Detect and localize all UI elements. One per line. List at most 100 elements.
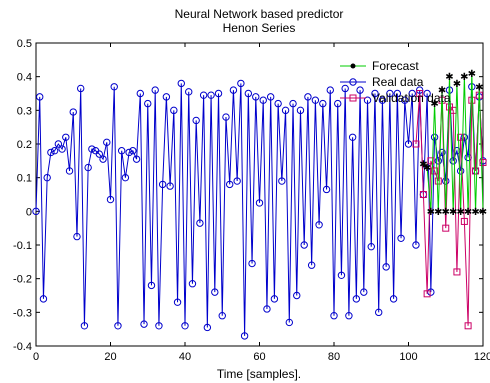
data-point xyxy=(389,295,398,303)
data-point xyxy=(266,93,275,101)
data-point xyxy=(207,91,215,99)
data-point xyxy=(457,133,465,141)
legend-label: Real data xyxy=(372,75,424,89)
data-point xyxy=(203,323,212,332)
data-point xyxy=(382,263,390,271)
data-point xyxy=(248,259,256,268)
data-point xyxy=(371,89,379,98)
data-point xyxy=(144,99,152,108)
data-point xyxy=(468,96,476,104)
data-point xyxy=(460,133,469,141)
data-point xyxy=(110,83,118,91)
data-point xyxy=(170,106,178,115)
data-point xyxy=(77,84,85,93)
y-tick-label: 0.1 xyxy=(17,173,32,185)
data-point: ✱ xyxy=(453,79,461,90)
data-point xyxy=(363,96,372,104)
data-point xyxy=(259,96,267,104)
axis-ticks: 0 20 40 60 80 100 120 -0.4 -0.3 -0.2 -0.1 0 0.1 0.2 0.… xyxy=(13,38,490,363)
data-point: ✱ xyxy=(438,86,446,97)
y-tick-label: 0 xyxy=(26,206,32,218)
data-point xyxy=(199,91,208,99)
x-tick-label: 40 xyxy=(179,351,191,363)
legend-marker xyxy=(349,94,357,102)
data-point: ✱ xyxy=(456,207,464,218)
data-point xyxy=(412,241,420,249)
data-point xyxy=(65,167,74,175)
data-point xyxy=(427,157,435,165)
data-point xyxy=(244,89,253,98)
data-point xyxy=(255,199,264,207)
y-tick-label: 0.2 xyxy=(17,139,32,151)
data-point: ✱ xyxy=(468,69,476,80)
data-point xyxy=(114,322,122,330)
data-point xyxy=(69,108,77,116)
data-point xyxy=(147,281,156,290)
data-point xyxy=(222,113,230,121)
data-point xyxy=(300,241,308,249)
data-point xyxy=(252,93,260,101)
data-point xyxy=(412,140,420,148)
data-point: ✱ xyxy=(427,207,435,218)
data-point xyxy=(177,79,185,88)
data-point xyxy=(334,99,342,108)
data-point xyxy=(337,271,346,279)
data-point xyxy=(237,79,245,88)
data-point: ✱ xyxy=(460,72,468,83)
y-tick-label: -0.1 xyxy=(13,240,32,252)
data-point xyxy=(360,288,368,296)
data-point xyxy=(84,163,92,172)
data-point: ✱ xyxy=(464,207,472,218)
data-point xyxy=(188,280,197,288)
data-point xyxy=(99,155,107,163)
data-point xyxy=(140,320,148,328)
data-point xyxy=(263,305,271,313)
data-point xyxy=(438,148,446,157)
y-tick-label: 0.3 xyxy=(17,105,32,117)
chart-subtitle: Henon Series xyxy=(223,21,296,35)
legend-item: Real data xyxy=(340,75,424,89)
data-point xyxy=(326,86,334,94)
data-point xyxy=(136,89,145,98)
data-point xyxy=(345,312,353,320)
x-axis-label: Time [samples]. xyxy=(217,367,301,381)
data-point xyxy=(378,96,387,104)
data-point xyxy=(442,224,450,232)
data-point: ✱ xyxy=(475,82,483,93)
data-point: ✱ xyxy=(471,207,479,218)
data-point xyxy=(226,180,234,189)
data-point xyxy=(352,295,361,303)
legend-label: Forecast xyxy=(372,59,419,73)
data-point xyxy=(304,93,312,101)
data-point xyxy=(80,322,89,330)
data-point xyxy=(39,295,48,303)
data-point xyxy=(278,177,286,185)
data-point xyxy=(479,159,487,167)
data-point xyxy=(281,106,290,115)
data-point xyxy=(270,295,279,303)
data-point xyxy=(456,167,465,175)
data-point xyxy=(341,84,349,93)
data-point xyxy=(423,89,431,98)
data-point xyxy=(214,89,223,98)
data-point: ✱ xyxy=(430,99,438,110)
series-line xyxy=(415,93,484,326)
x-tick-label: 0 xyxy=(33,351,39,363)
data-point xyxy=(54,140,63,148)
data-point xyxy=(460,217,468,225)
data-point xyxy=(464,322,472,330)
legend-item: Forecast xyxy=(340,59,419,73)
data-point xyxy=(453,268,461,276)
data-point xyxy=(322,185,331,194)
data-point xyxy=(155,322,163,330)
series-forecast: ✱✱✱✱✱✱✱✱✱✱✱✱✱✱✱✱✱ xyxy=(419,69,487,218)
legend: Forecast Real data Validation data xyxy=(340,59,451,105)
data-point xyxy=(162,93,171,101)
x-tick-label: 80 xyxy=(328,351,340,363)
data-point xyxy=(50,147,59,155)
series-line xyxy=(423,73,484,212)
data-point xyxy=(416,90,424,97)
data-point xyxy=(367,242,375,251)
data-point xyxy=(32,207,40,216)
